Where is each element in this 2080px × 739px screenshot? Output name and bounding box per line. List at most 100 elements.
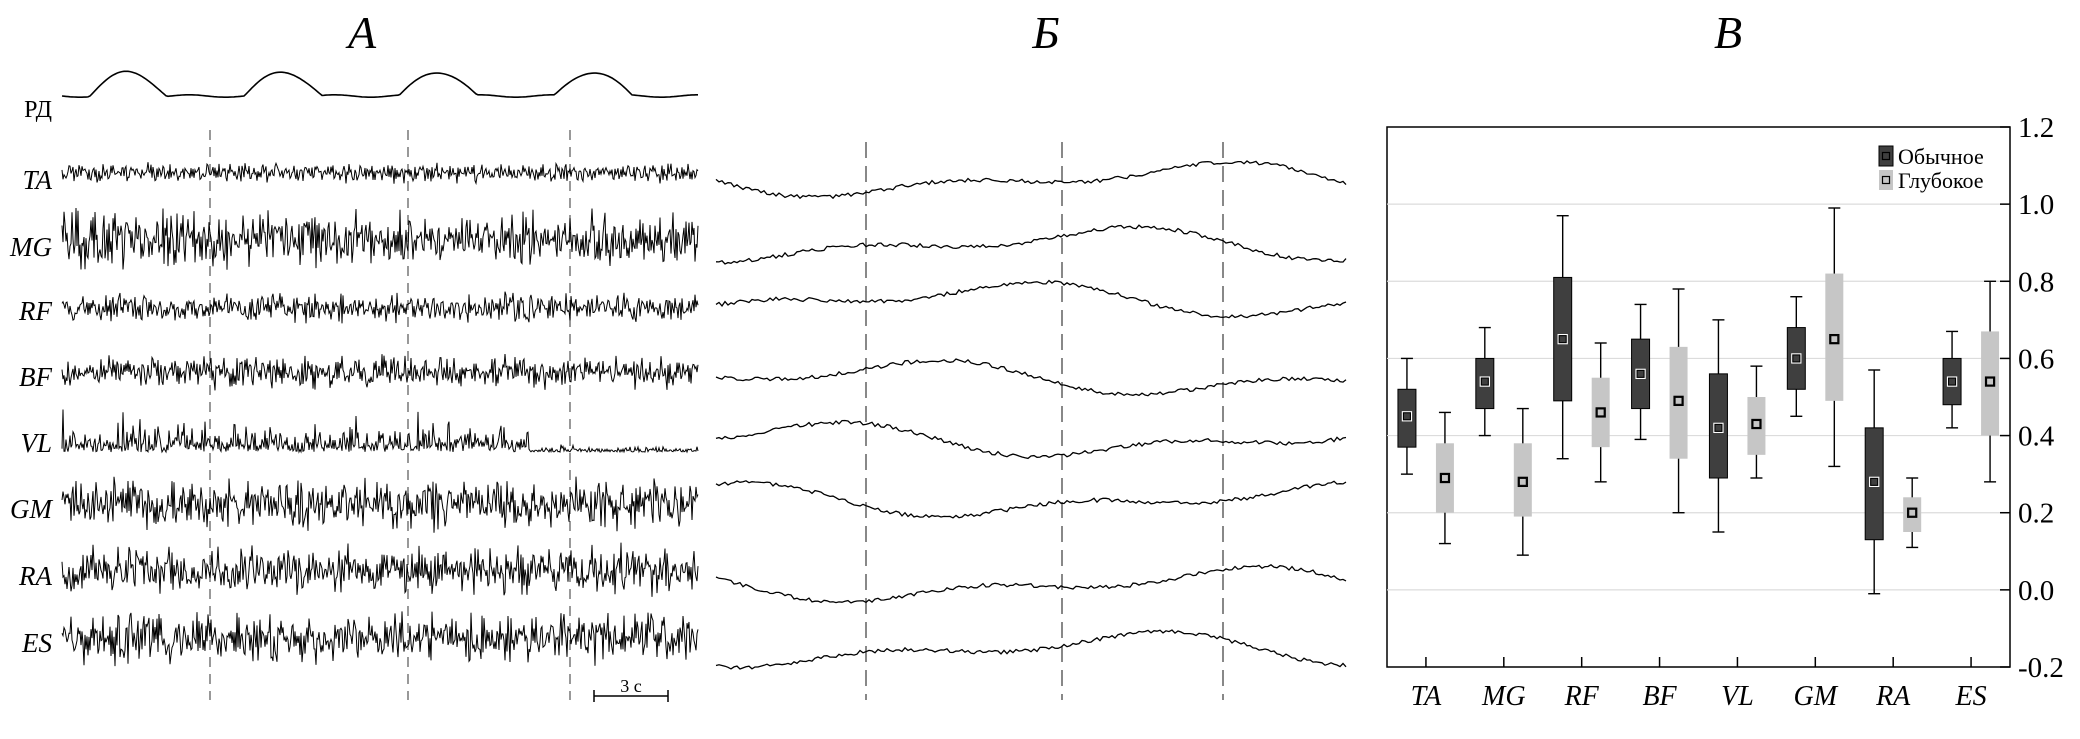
median-marker-inner bbox=[1792, 354, 1801, 363]
trace-label-rd: РД bbox=[24, 97, 52, 123]
y-tick-label: 0.6 bbox=[2018, 343, 2054, 375]
median-marker-inner bbox=[1714, 423, 1723, 432]
box-ordinary-bf bbox=[1631, 338, 1651, 410]
median-marker-ordinary-mg bbox=[1479, 376, 1490, 387]
box-ordinary-vl bbox=[1708, 373, 1728, 479]
trace-label-ta: TA bbox=[22, 165, 52, 195]
median-marker-deep-bf bbox=[1673, 395, 1684, 407]
box-deep-mg bbox=[1513, 443, 1532, 517]
boxes bbox=[1397, 207, 2000, 595]
box-ordinary-ra bbox=[1864, 427, 1884, 541]
x-tick-label-mg: MG bbox=[1481, 681, 1526, 712]
median-marker-inner bbox=[1596, 408, 1605, 417]
legend-label-ordinary: Обычное bbox=[1898, 144, 1984, 169]
x-axis: TA MG RF BF VL GM RA ES bbox=[1411, 657, 1987, 712]
legend-marker-ordinary bbox=[1881, 151, 1891, 161]
b-trace-line-gm bbox=[715, 480, 1347, 519]
x-tick-label-gm: GM bbox=[1794, 681, 1839, 712]
x-tick-label-ra: RA bbox=[1875, 681, 1911, 712]
trace-label-es: ES bbox=[21, 628, 52, 658]
median-marker-ordinary-ta bbox=[1401, 411, 1413, 422]
plot-frame bbox=[1386, 126, 2011, 668]
box-ordinary-rf bbox=[1553, 276, 1573, 402]
x-tick-label-bf: BF bbox=[1642, 681, 1677, 712]
b-trace-line-vl bbox=[715, 419, 1347, 460]
trace-line-ta bbox=[61, 161, 699, 186]
median-marker-deep-es bbox=[1984, 376, 1996, 387]
box-ordinary-mg bbox=[1475, 357, 1495, 410]
box-deep-rf bbox=[1591, 377, 1610, 448]
scale-bar-label: 3 с bbox=[620, 676, 642, 696]
median-marker-inner bbox=[1518, 477, 1527, 486]
panel-a-title: А bbox=[345, 7, 377, 58]
scale-bar: 3 с bbox=[593, 676, 669, 702]
median-marker-deep-gm bbox=[1829, 333, 1840, 345]
legend-marker-deep bbox=[1881, 175, 1891, 185]
y-tick-label: 0.0 bbox=[2018, 575, 2054, 607]
median-marker-inner bbox=[1440, 473, 1449, 483]
b-trace-line-es bbox=[715, 629, 1347, 670]
median-marker-ordinary-rf bbox=[1557, 333, 1568, 345]
b-trace-line-ra bbox=[715, 564, 1347, 604]
box-ordinary-es bbox=[1942, 357, 1962, 406]
median-marker-ordinary-gm bbox=[1791, 353, 1802, 364]
box-deep-ra bbox=[1903, 497, 1922, 532]
legend-label-deep: Глубокое bbox=[1898, 168, 1984, 193]
x-tick-label-ta: TA bbox=[1411, 681, 1442, 712]
median-marker-deep-mg bbox=[1517, 476, 1528, 488]
box-ordinary-gm bbox=[1786, 327, 1806, 390]
y-tick-label: 1.2 bbox=[2018, 112, 2054, 144]
panel-b-envelope-traces bbox=[715, 142, 1347, 700]
trace-label-rf: RF bbox=[18, 296, 52, 326]
panel-a-emg-traces: РД TA MG RF BF VL GM RA ES 3 с bbox=[9, 70, 699, 702]
median-marker-inner bbox=[1908, 508, 1917, 517]
box-deep-gm bbox=[1825, 273, 1844, 401]
median-marker-inner bbox=[1986, 377, 1995, 386]
trace-label-ra: RA bbox=[18, 561, 52, 591]
y-axis: -0.2 0.0 0.2 0.4 0.6 0.8 1.0 1.2 bbox=[2000, 112, 2064, 684]
trace-line-ra bbox=[61, 542, 699, 597]
b-trace-line-rf bbox=[715, 279, 1347, 319]
trace-line-mg bbox=[61, 207, 699, 270]
trace-label-mg: MG bbox=[9, 232, 52, 262]
trace-label-gm: GM bbox=[10, 494, 53, 524]
trace-label-vl: VL bbox=[20, 428, 52, 458]
box-deep-bf bbox=[1669, 346, 1688, 459]
median-marker-inner bbox=[1402, 412, 1411, 421]
b-trace-line-bf bbox=[715, 358, 1347, 397]
median-marker-inner bbox=[1558, 335, 1567, 344]
panel-c-boxplot: -0.2 0.0 0.2 0.4 0.6 0.8 1.0 1.2 TA MG RF BF VL GM RA… bbox=[1386, 112, 2064, 712]
panel-b-trace-lines bbox=[715, 160, 1347, 670]
y-tick-label: 0.4 bbox=[2018, 421, 2055, 453]
panel-a-trace-lines bbox=[61, 70, 699, 667]
x-tick-label-es: ES bbox=[1955, 681, 1987, 712]
y-tick-label: 1.0 bbox=[2018, 189, 2054, 221]
median-marker-ordinary-bf bbox=[1635, 368, 1646, 380]
trace-line-bf bbox=[61, 353, 699, 391]
median-marker-inner bbox=[1636, 369, 1645, 378]
y-tick-label: -0.2 bbox=[2018, 652, 2064, 684]
x-tick-label-vl: VL bbox=[1721, 681, 1754, 712]
panel-c-title: В bbox=[1714, 7, 1742, 58]
trace-line-es bbox=[61, 611, 699, 667]
median-marker-ordinary-vl bbox=[1713, 422, 1724, 434]
median-marker-deep-ta bbox=[1439, 472, 1451, 484]
legend-swatch-ordinary bbox=[1878, 145, 1894, 167]
panel-b-time-markers bbox=[865, 142, 1224, 700]
median-marker-inner bbox=[1870, 477, 1879, 486]
legend-swatch-deep bbox=[1879, 170, 1893, 190]
panel-b-title: Б bbox=[1031, 7, 1059, 58]
median-marker-inner bbox=[1752, 419, 1761, 429]
box-deep-vl bbox=[1747, 397, 1766, 455]
median-marker-deep-ra bbox=[1907, 507, 1918, 518]
b-trace-line-mg bbox=[715, 224, 1347, 265]
b-trace-line-ta bbox=[715, 160, 1347, 200]
trace-line-rd bbox=[61, 70, 698, 98]
box-ordinary-ta bbox=[1397, 388, 1417, 448]
median-marker-inner bbox=[1948, 377, 1957, 386]
panel-a-trace-labels: РД TA MG RF BF VL GM RA ES bbox=[9, 97, 53, 658]
median-marker-deep-vl bbox=[1751, 418, 1762, 430]
trace-line-rf bbox=[61, 291, 699, 324]
trace-line-vl bbox=[61, 409, 699, 454]
